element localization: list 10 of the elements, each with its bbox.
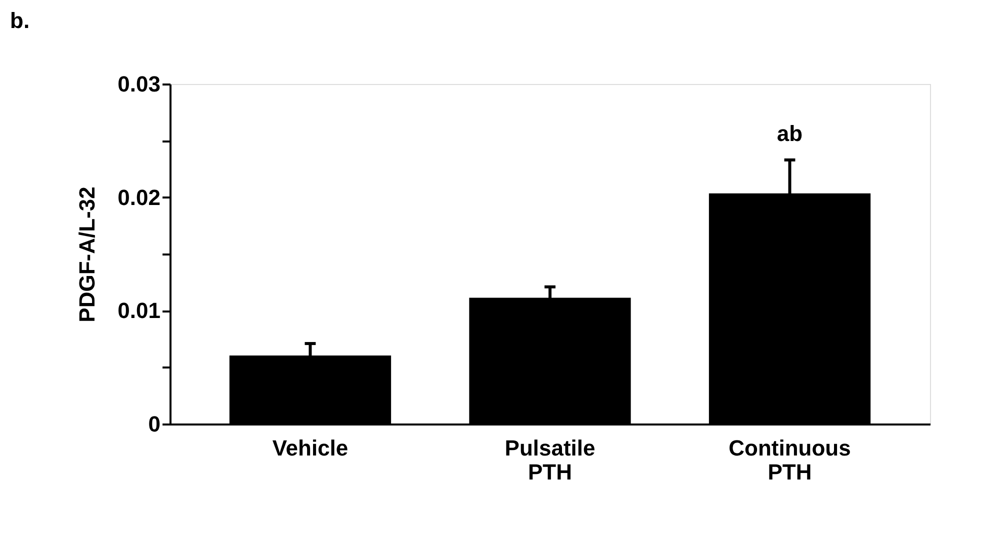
x-tick-label: Vehicle — [272, 436, 348, 460]
x-tick-label: Pulsatile PTH — [504, 436, 596, 484]
y-tick-label: 0.01 — [118, 298, 160, 324]
y-tick-label: 0.02 — [118, 184, 160, 210]
annotation: ab — [776, 120, 803, 146]
text: b. — [10, 8, 30, 33]
y-tick-label: 0 — [148, 412, 160, 436]
y-axis-title: PDGF-A/L-32 — [74, 186, 100, 322]
y-tick-label: 0.03 — [118, 72, 160, 96]
x-tick-label: Continuous PTH — [728, 436, 851, 484]
